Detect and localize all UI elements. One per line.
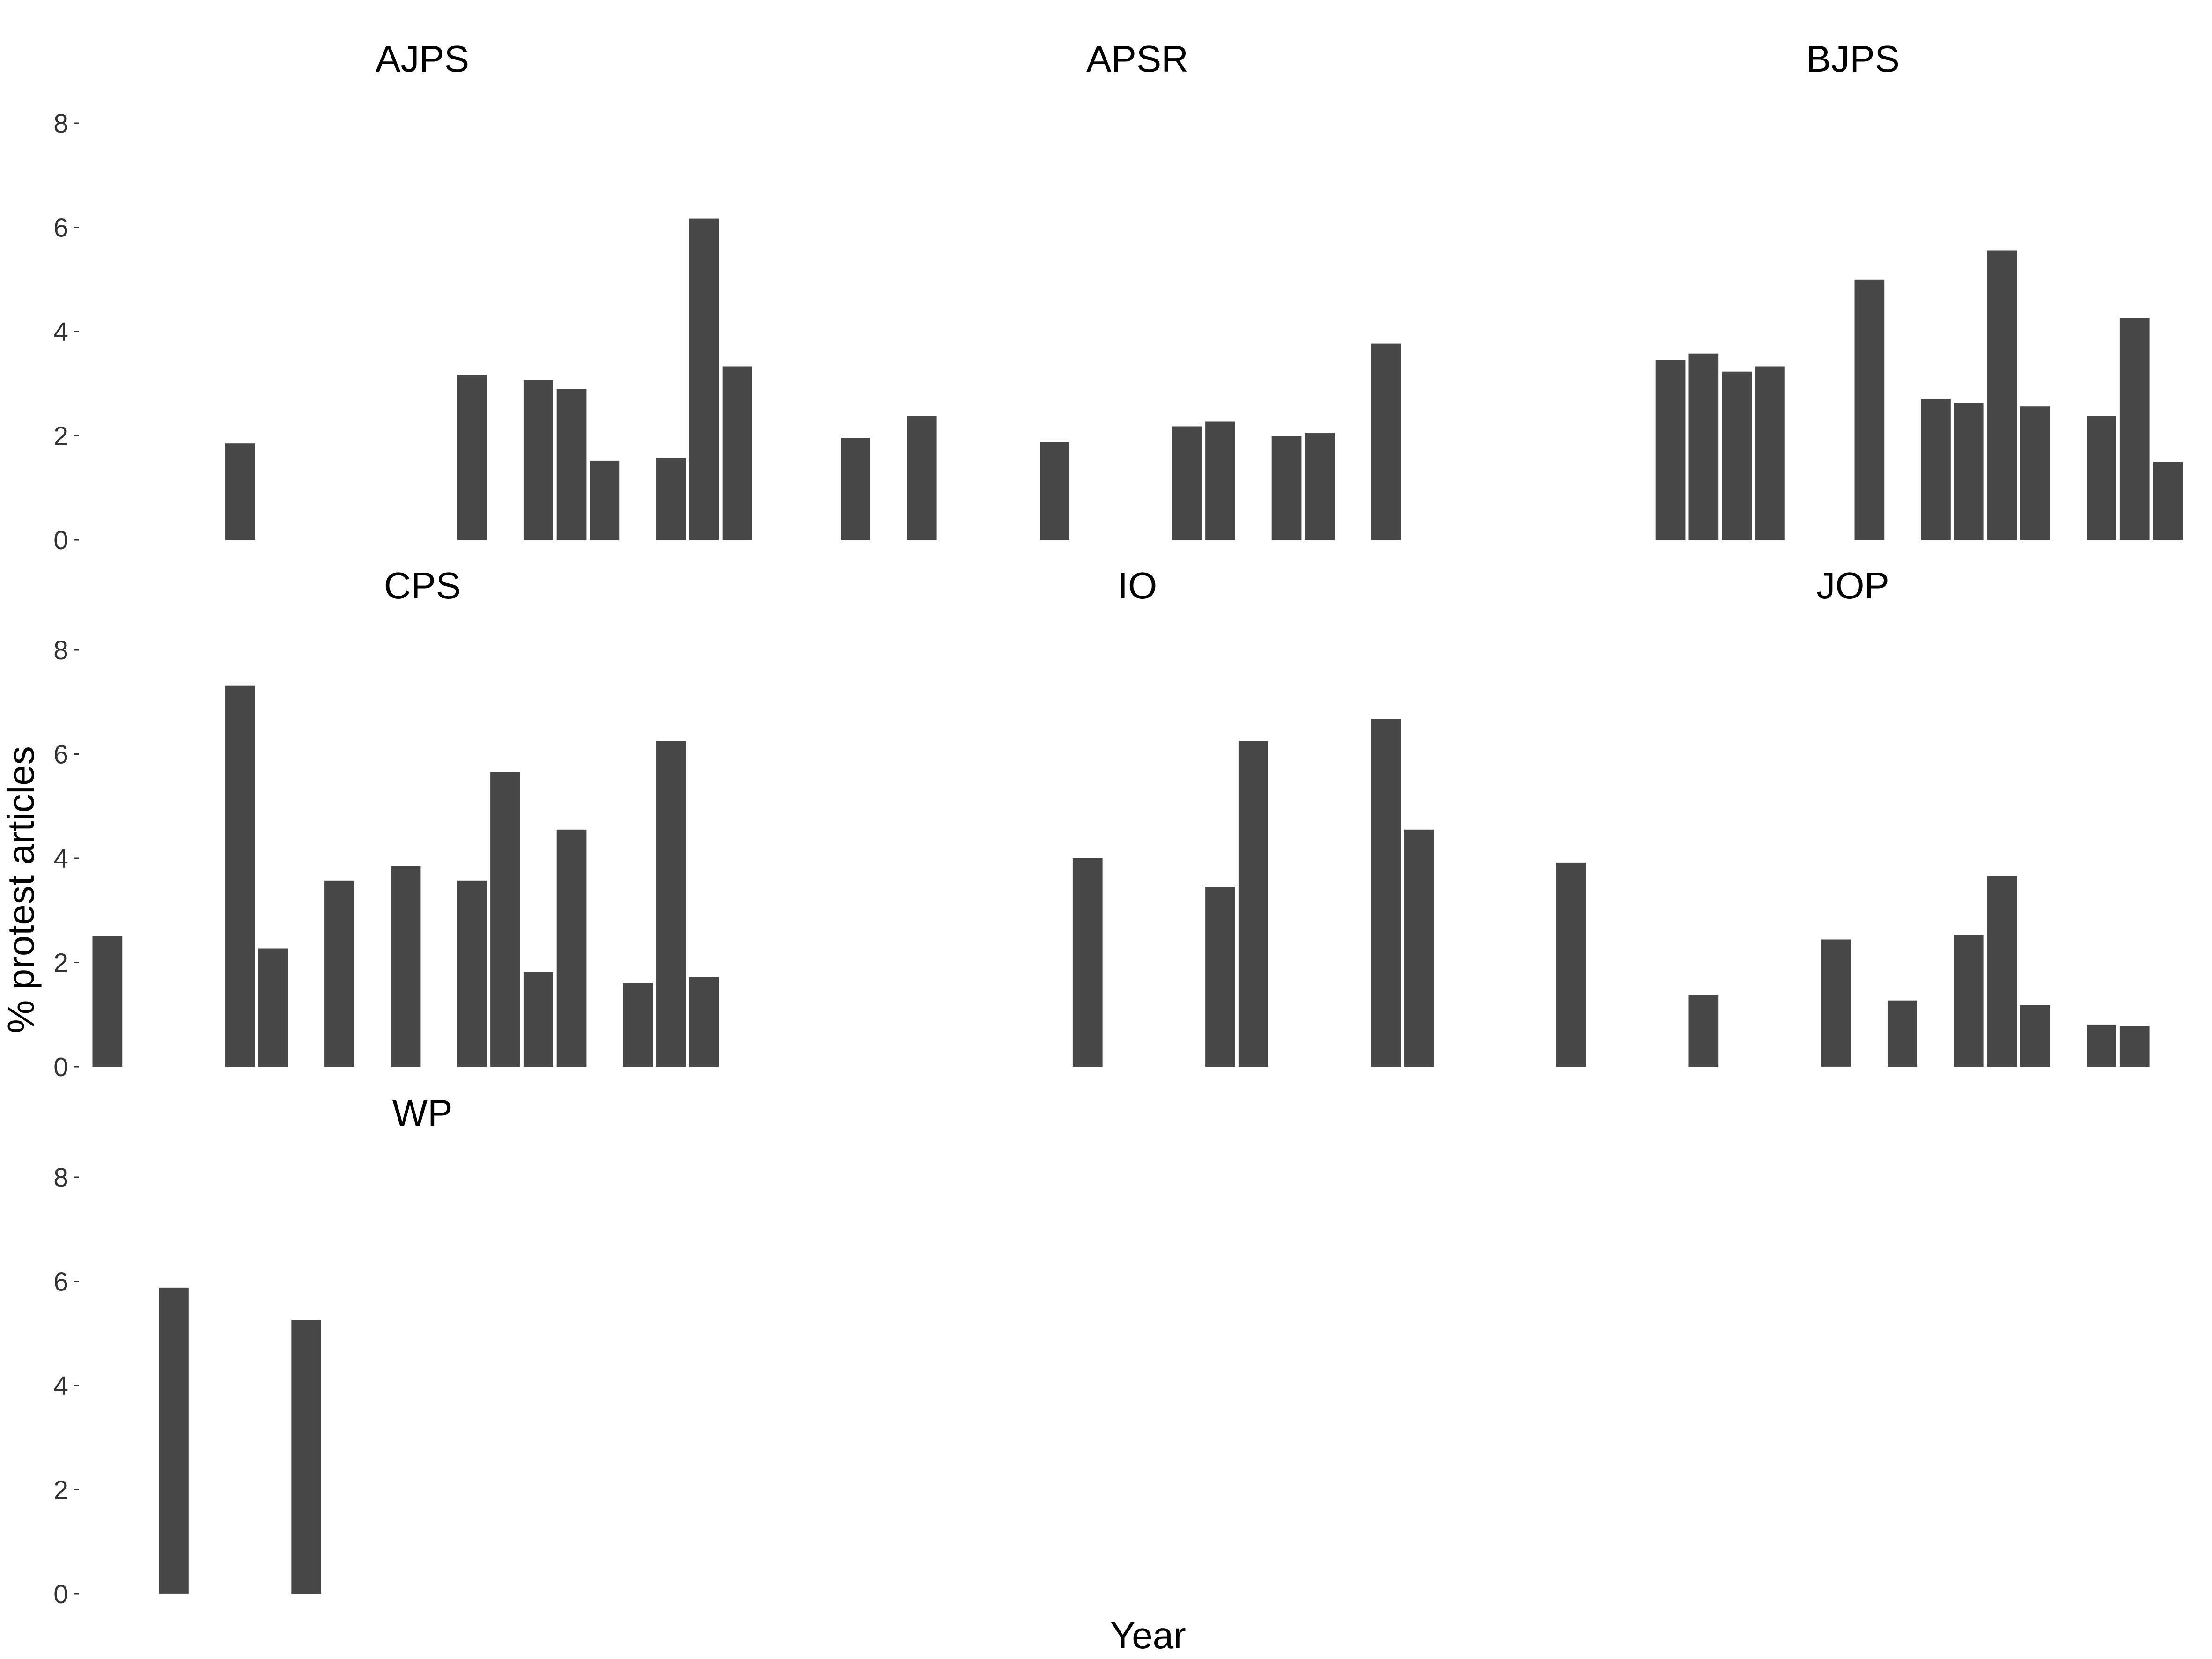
y-tick-label: 2	[53, 421, 68, 451]
bar-jop	[1888, 1000, 1917, 1067]
bar-jop	[2119, 1026, 2150, 1067]
bar-apsr	[907, 416, 937, 540]
bar-apsr	[841, 438, 870, 540]
y-tick-label: 4	[53, 317, 68, 347]
bar-bjps	[1755, 366, 1785, 540]
y-tick-label: 4	[53, 844, 68, 874]
bar-jop	[1688, 995, 1719, 1067]
bar-ajps	[225, 443, 255, 540]
y-tick-label: 2	[53, 948, 68, 978]
panel-title-jop: JOP	[1816, 565, 1889, 606]
bar-apsr	[1205, 421, 1235, 540]
bar-apsr	[1371, 343, 1401, 540]
y-tick-label: 8	[53, 109, 68, 139]
bar-bjps	[1722, 371, 1752, 540]
panel-title-apsr: APSR	[1086, 38, 1188, 80]
bar-bjps	[1655, 360, 1686, 540]
bar-cps	[689, 977, 719, 1067]
y-tick-label: 0	[53, 525, 68, 555]
y-tick-label: 0	[53, 1579, 68, 1609]
panel-io: IO	[1072, 565, 1434, 1067]
facet-panels: AJPS 0 2 4 6 8 APSR BJPS CPS 0 2 4 6 8 IO JOP WP 0 2 4 6 8	[53, 38, 2183, 1609]
y-tick-label: 4	[53, 1371, 68, 1401]
bar-apsr	[1305, 433, 1335, 540]
panel-ajps: AJPS 0 2 4 6 8	[53, 38, 752, 555]
bar-apsr	[1040, 442, 1069, 540]
bar-io	[1238, 741, 1268, 1067]
bar-bjps	[2119, 318, 2150, 540]
y-axis-label: % protest articles	[0, 746, 42, 1033]
panel-bjps: BJPS	[1655, 38, 2183, 540]
panel-wp: WP 0 2 4 6 8	[53, 1092, 452, 1609]
x-axis-label: Year	[1110, 1615, 1186, 1656]
bar-cps	[391, 866, 421, 1067]
panel-title-cps: CPS	[384, 565, 461, 606]
bar-bjps	[1688, 353, 1719, 540]
bar-ajps	[457, 375, 487, 540]
y-tick-label: 8	[53, 1163, 68, 1193]
bar-ajps	[556, 389, 587, 540]
bar-cps	[324, 880, 354, 1067]
bar-io	[1072, 858, 1103, 1067]
bar-cps	[258, 948, 288, 1067]
bar-ajps	[722, 366, 752, 540]
panel-title-ajps: AJPS	[376, 38, 469, 80]
bar-cps	[523, 972, 553, 1067]
bar-cps	[656, 741, 686, 1067]
bar-bjps	[2087, 416, 2116, 540]
bar-bjps	[2020, 406, 2050, 540]
bar-ajps	[590, 460, 620, 540]
y-tick-label: 6	[53, 213, 68, 243]
y-tick-label: 6	[53, 740, 68, 770]
bar-io	[1205, 887, 1235, 1067]
bar-ajps	[523, 380, 553, 540]
bar-jop	[1821, 939, 1851, 1067]
bar-jop	[2020, 1005, 2050, 1067]
bar-wp	[291, 1320, 321, 1594]
bar-jop	[1954, 935, 1984, 1067]
panel-title-io: IO	[1118, 565, 1157, 606]
bar-bjps	[1954, 403, 1984, 540]
bar-ajps	[656, 458, 686, 540]
bar-apsr	[1271, 436, 1302, 540]
bar-jop	[1556, 862, 1586, 1067]
panel-cps: CPS 0 2 4 6 8	[53, 565, 719, 1082]
bar-cps	[457, 880, 487, 1067]
bar-bjps	[1987, 250, 2017, 540]
bar-cps	[623, 983, 653, 1067]
bar-apsr	[1172, 426, 1202, 540]
bar-wp	[159, 1287, 189, 1594]
bar-cps	[490, 772, 520, 1067]
bar-cps	[225, 685, 255, 1067]
panel-title-wp: WP	[392, 1092, 453, 1134]
bar-cps	[556, 829, 587, 1067]
bar-ajps	[689, 218, 719, 540]
panel-apsr: APSR	[841, 38, 1401, 540]
bar-jop	[1987, 876, 2017, 1067]
y-tick-label: 2	[53, 1475, 68, 1505]
y-tick-label: 8	[53, 635, 68, 665]
bar-cps	[92, 936, 123, 1067]
bar-io	[1371, 719, 1401, 1067]
y-tick-label: 6	[53, 1267, 68, 1297]
bar-bjps	[2153, 462, 2183, 540]
bar-bjps	[1854, 279, 1885, 540]
bar-jop	[2087, 1024, 2116, 1067]
panel-jop: JOP	[1556, 565, 2150, 1067]
bar-bjps	[1921, 399, 1951, 540]
panel-title-bjps: BJPS	[1806, 38, 1900, 80]
y-tick-label: 0	[53, 1052, 68, 1082]
bar-io	[1404, 829, 1434, 1067]
